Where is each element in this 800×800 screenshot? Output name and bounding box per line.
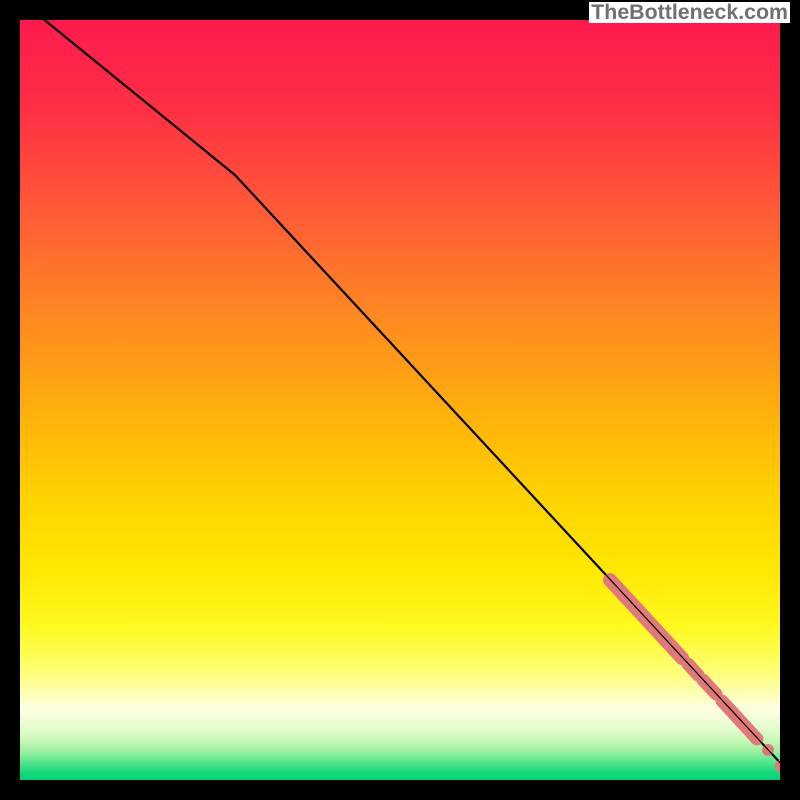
watermark-label: TheBottleneck.com [589, 2, 790, 23]
chart-stage: TheBottleneck.com [0, 0, 800, 800]
bottleneck-chart [0, 0, 800, 800]
